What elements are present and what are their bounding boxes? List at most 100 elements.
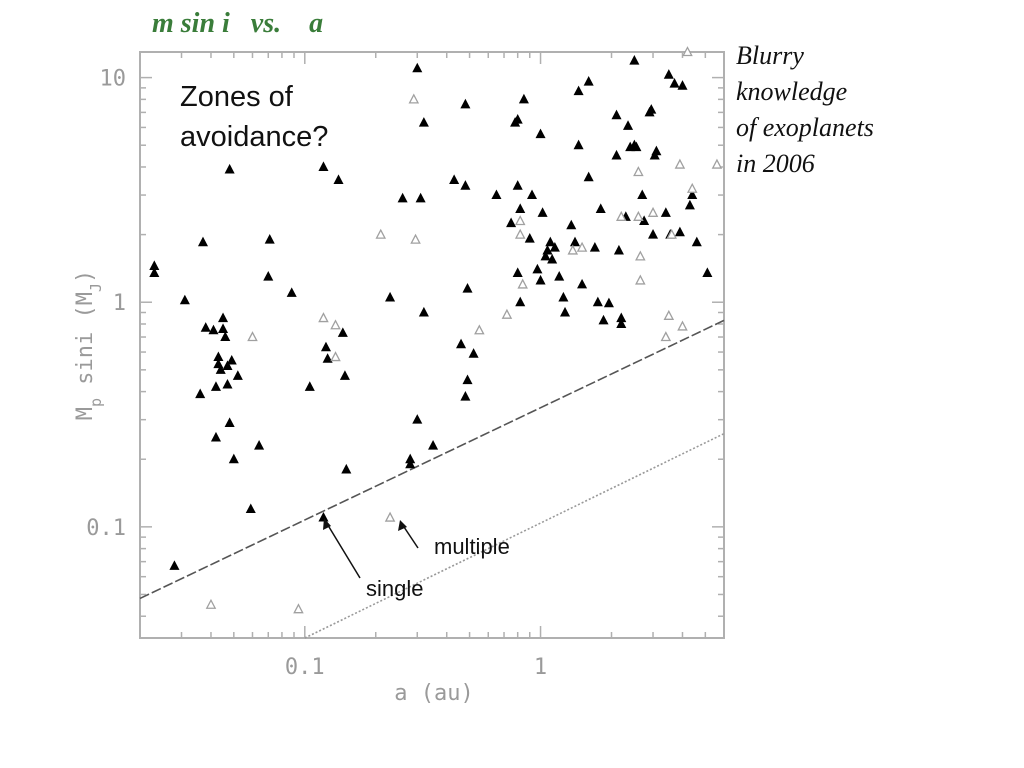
- single-planet-point: [545, 236, 556, 247]
- single-planet-point: [264, 234, 275, 244]
- single-planet-point: [577, 278, 588, 289]
- single-arrowhead: [323, 518, 331, 530]
- single-planet-point: [515, 296, 526, 307]
- single-planet-point: [449, 174, 460, 185]
- single-planet-point: [213, 358, 224, 369]
- multiple-planet-point: [474, 324, 485, 335]
- multiple-planet-point: [677, 320, 688, 331]
- single-planet-point: [573, 139, 584, 150]
- side-note-line-1: Blurry: [736, 41, 804, 70]
- multiple-planet-point: [660, 331, 672, 342]
- multiple-planet-point: [384, 511, 396, 522]
- multiple-planet-point: [318, 312, 329, 323]
- multiple-planet-point: [205, 598, 217, 609]
- single-planet-point: [222, 360, 233, 371]
- single-planet-point: [397, 192, 408, 203]
- single-planet-point: [460, 98, 471, 109]
- single-planet-point: [385, 291, 396, 302]
- multiple-planet-point: [567, 244, 579, 255]
- single-planet-point: [456, 338, 467, 349]
- multiple-planet-point: [514, 228, 526, 239]
- multiple-planet-point: [647, 206, 659, 217]
- single-planet-point: [218, 312, 229, 323]
- single-planet-point: [674, 226, 685, 237]
- reference-lines: [139, 319, 725, 639]
- single-planet-point: [611, 109, 622, 120]
- single-planet-point: [559, 306, 571, 317]
- single-planet-point: [200, 322, 211, 332]
- single-planet-point: [537, 207, 548, 217]
- multiple-planet-point: [674, 158, 686, 169]
- multiple-planet-point: [576, 241, 588, 252]
- single-planet-point: [318, 511, 329, 522]
- single-planet-point: [412, 414, 423, 424]
- single-planet-point: [603, 297, 614, 308]
- single-planet-point: [663, 69, 674, 79]
- single-arrow: [325, 521, 361, 579]
- single-planet-point: [412, 62, 423, 73]
- multiple-planet-point: [633, 210, 644, 221]
- multiple-planet-point: [408, 93, 420, 104]
- single-planet-point: [524, 233, 535, 243]
- zones-annotation-line-2: avoidance?: [180, 121, 328, 153]
- side-note-line-3: of exoplanets: [736, 113, 874, 142]
- single-planet-point: [646, 104, 657, 114]
- single-planet-point: [179, 294, 190, 305]
- single-planet-point: [210, 381, 221, 391]
- single-planet-point: [518, 93, 529, 104]
- multiple-arrowhead: [398, 520, 407, 531]
- single-planet-point: [592, 296, 603, 307]
- single-planet-point: [333, 174, 344, 185]
- single-planet-point: [637, 189, 648, 200]
- y-tick-label: 0.1: [86, 516, 126, 541]
- multiple-planet-point: [517, 278, 528, 289]
- multiple-planet-point: [375, 228, 387, 239]
- single-planet-point: [208, 324, 219, 335]
- multiple-planet-point: [711, 158, 723, 169]
- single-planet-point: [512, 114, 523, 124]
- single-planet-point: [224, 417, 235, 427]
- axis-ticks: 0.1 1 0.1 1 10: [86, 52, 725, 680]
- single-planet-point: [669, 78, 680, 88]
- single-planet-point: [611, 149, 622, 160]
- single-planet-point: [149, 267, 160, 277]
- single-planet-point: [660, 207, 671, 217]
- multiple-planet-point: [247, 331, 258, 342]
- single-planet-point: [506, 217, 517, 228]
- single-planet-point: [684, 199, 695, 210]
- dotted-reference-line: [304, 432, 725, 639]
- single-planet-point: [286, 287, 297, 297]
- single-planet-point: [554, 271, 565, 281]
- single-planet-point: [651, 145, 662, 156]
- single-planet-point: [405, 458, 416, 469]
- multiple-planet-point: [330, 351, 341, 362]
- side-note-line-4: in 2006: [736, 149, 815, 178]
- dashed-reference-line: [139, 319, 725, 600]
- single-planet-point: [631, 141, 642, 152]
- single-planet-point: [318, 161, 329, 171]
- single-planet-point: [224, 163, 235, 174]
- single-planet-point: [460, 391, 471, 401]
- x-tick-label: 1: [534, 655, 547, 680]
- multiple-planet-point: [686, 182, 698, 193]
- multiple-annotation: multiple: [434, 534, 510, 559]
- y-axis-label-part: J: [87, 283, 105, 292]
- single-planet-point: [341, 463, 352, 474]
- single-planet-point: [195, 388, 206, 399]
- single-planet-point: [222, 378, 233, 389]
- single-planet-point: [405, 453, 416, 464]
- side-note: Blurry knowledge of exoplanets in 2006: [736, 38, 1016, 182]
- single-planet-point: [169, 560, 180, 570]
- single-planet-point: [254, 440, 265, 450]
- single-planet-point: [220, 331, 231, 342]
- single-planet-point: [226, 354, 237, 365]
- multiple-planet-point: [293, 603, 304, 614]
- single-planet-point: [549, 242, 560, 252]
- single-planet-point: [460, 180, 471, 190]
- side-note-line-2: knowledge: [736, 77, 848, 106]
- y-tick-label: 10: [100, 67, 127, 92]
- single-planet-point: [320, 341, 332, 352]
- single-planet-point: [569, 236, 581, 247]
- single-planet-point: [547, 253, 558, 264]
- single-planet-point: [468, 348, 479, 358]
